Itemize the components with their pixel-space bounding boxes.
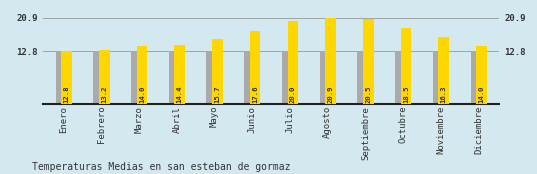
Bar xyxy=(358,51,368,104)
Bar xyxy=(131,51,142,104)
Bar xyxy=(363,19,374,104)
Text: 20.5: 20.5 xyxy=(365,86,371,103)
Bar xyxy=(401,28,411,104)
Bar xyxy=(320,51,330,104)
Bar xyxy=(61,51,72,104)
Bar xyxy=(137,46,147,104)
Bar xyxy=(282,51,293,104)
Text: 12.8: 12.8 xyxy=(63,86,69,103)
Text: 14.0: 14.0 xyxy=(139,86,145,103)
Bar xyxy=(99,50,110,104)
Text: 13.2: 13.2 xyxy=(101,86,107,103)
Bar xyxy=(93,51,104,104)
Text: 15.7: 15.7 xyxy=(214,86,220,103)
Bar xyxy=(395,51,405,104)
Bar xyxy=(433,51,444,104)
Bar xyxy=(56,51,66,104)
Bar xyxy=(476,46,487,104)
Bar xyxy=(250,31,260,104)
Text: 20.9: 20.9 xyxy=(328,86,333,103)
Text: 17.6: 17.6 xyxy=(252,86,258,103)
Bar xyxy=(325,18,336,104)
Bar xyxy=(439,37,449,104)
Text: 20.0: 20.0 xyxy=(290,86,296,103)
Text: 18.5: 18.5 xyxy=(403,86,409,103)
Bar xyxy=(470,51,481,104)
Text: 14.0: 14.0 xyxy=(478,86,484,103)
Bar xyxy=(288,21,298,104)
Bar xyxy=(212,39,223,104)
Bar xyxy=(175,45,185,104)
Text: 14.4: 14.4 xyxy=(177,86,183,103)
Bar xyxy=(207,51,217,104)
Text: Temperaturas Medias en san esteban de gormaz: Temperaturas Medias en san esteban de go… xyxy=(32,162,291,172)
Text: 16.3: 16.3 xyxy=(441,86,447,103)
Bar xyxy=(169,51,179,104)
Bar xyxy=(244,51,255,104)
